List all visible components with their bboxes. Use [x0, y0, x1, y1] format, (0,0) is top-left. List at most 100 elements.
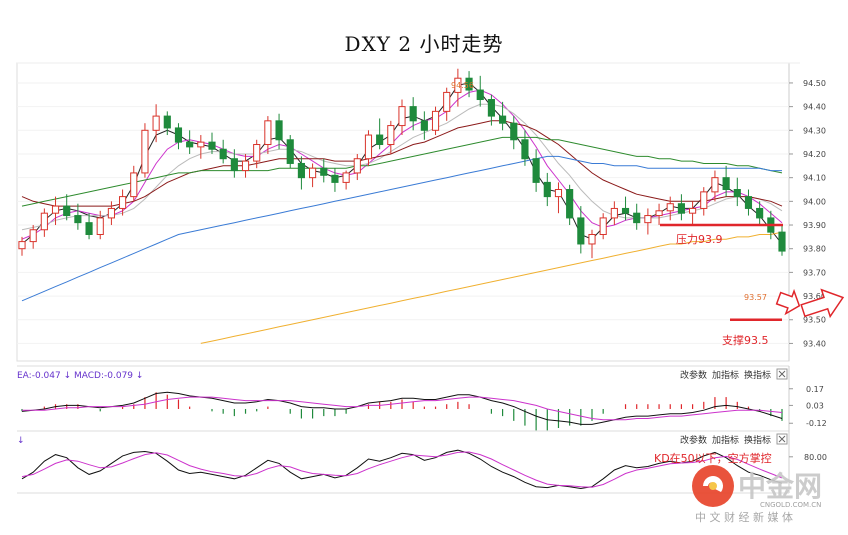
- candle-body-down: [230, 158, 238, 172]
- candle-body-down: [722, 177, 730, 191]
- candlestick: [85, 213, 93, 240]
- candle-body-down: [566, 189, 574, 219]
- candle-body-down: [331, 174, 339, 183]
- price-tick-label: 94.00: [803, 197, 826, 206]
- candle-body-up: [18, 241, 26, 250]
- kd-axis-ticks: 80.00: [789, 453, 827, 462]
- candle-body-down: [733, 189, 741, 198]
- candle-body-up: [342, 172, 350, 183]
- price-tick-label: 93.50: [803, 316, 826, 325]
- candlestick: [443, 87, 451, 121]
- candle-body-up: [197, 141, 205, 148]
- candle-body-up: [655, 210, 663, 217]
- candle-body-up: [119, 196, 127, 209]
- kd-switch-indicator-button[interactable]: 换指标: [744, 434, 771, 446]
- candlestick: [543, 172, 551, 207]
- close-icon[interactable]: [776, 368, 788, 380]
- candle-body-down: [543, 181, 551, 198]
- candle-body-down: [420, 120, 428, 131]
- candlestick: [219, 139, 227, 164]
- price-tick-label: 94.30: [803, 126, 826, 135]
- support-label: 支撑93.5: [722, 333, 769, 347]
- candlestick: [398, 99, 406, 136]
- candle-body-up: [152, 115, 160, 131]
- candle-body-down: [744, 196, 753, 209]
- candlestick: [633, 203, 641, 230]
- candle-body-up: [431, 110, 440, 131]
- kd-indicator-label: ↓: [17, 436, 25, 446]
- macd-axis-ticks: 0.17 0.03 -0.12: [789, 385, 827, 428]
- candle-body-up: [689, 207, 697, 214]
- macd-indicator-label: EA:-0.047 ↓ MACD:-0.079 ↓: [17, 371, 143, 381]
- candle-body-down: [510, 122, 518, 141]
- watermark-domain: CNGOLD.COM.CN: [760, 501, 821, 509]
- candlestick: [711, 170, 719, 202]
- moving-average-line: [21, 155, 782, 302]
- price-tick-label: 94.10: [803, 174, 826, 183]
- price-tick-label: 94.50: [803, 79, 826, 88]
- candlestick: [51, 196, 60, 226]
- candle-body-down: [85, 222, 93, 235]
- candle-body-up: [364, 134, 373, 160]
- kd-plot: [21, 449, 783, 490]
- candlestick: [566, 184, 574, 226]
- candle-body-down: [174, 127, 183, 143]
- high-price-label: 94.56: [451, 81, 474, 90]
- kd-close-icon[interactable]: [776, 433, 788, 445]
- change-params-button[interactable]: 改参数: [680, 369, 707, 381]
- candle-body-down: [756, 207, 764, 219]
- candle-body-down: [476, 89, 484, 101]
- candlestick: [286, 135, 294, 169]
- candlestick: [387, 120, 395, 154]
- candlesticks: [18, 68, 786, 259]
- price-tick-label: 93.70: [803, 268, 826, 277]
- candle-body-up: [141, 129, 149, 174]
- add-indicator-button[interactable]: 加指标: [712, 369, 739, 381]
- candle-body-down: [521, 139, 529, 160]
- candle-body-up: [40, 212, 48, 231]
- candlestick: [197, 135, 205, 159]
- candle-body-down: [186, 141, 194, 148]
- candlestick: [409, 97, 417, 131]
- chart-title: DXY 2 小时走势: [344, 32, 504, 56]
- candle-body-down: [499, 115, 507, 124]
- watermark-tagline: 中 文 财 经 新 媒 体: [695, 510, 793, 524]
- candlestick: [353, 153, 361, 181]
- candle-body-up: [29, 229, 37, 243]
- macd-dea-line: [22, 396, 783, 421]
- candlestick: [18, 236, 26, 256]
- support-annotation: 支撑93.5: [722, 318, 782, 347]
- candle-body-down: [63, 205, 71, 217]
- candle-body-down: [633, 212, 641, 224]
- kd-buttons[interactable]: 改参数 加指标 换指标: [680, 433, 788, 446]
- candle-body-down: [208, 141, 216, 150]
- macd-diff-line: [21, 391, 783, 425]
- cngold-logo-icon: [692, 465, 734, 507]
- kd-add-indicator-button[interactable]: 加指标: [712, 434, 739, 446]
- candle-body-up: [107, 207, 115, 219]
- candlestick: [666, 196, 674, 221]
- candlestick: [230, 149, 238, 178]
- candlestick: [510, 116, 518, 150]
- kd-change-params-button[interactable]: 改参数: [680, 434, 707, 446]
- candle-body-down: [286, 139, 294, 164]
- candle-body-up: [454, 77, 462, 93]
- candlestick: [588, 229, 596, 259]
- macd-tick-label: -0.12: [806, 419, 827, 428]
- candle-body-down: [409, 106, 417, 122]
- candle-body-up: [711, 177, 719, 193]
- candlestick: [465, 71, 473, 98]
- candlestick: [521, 130, 529, 166]
- candlestick: [756, 201, 764, 226]
- candlestick: [297, 156, 305, 190]
- candlestick: [174, 123, 183, 150]
- candle-body-down: [219, 148, 227, 160]
- candlestick: [63, 194, 71, 221]
- switch-indicator-button[interactable]: 换指标: [744, 369, 771, 381]
- candle-body-up: [644, 215, 652, 224]
- macd-buttons[interactable]: 改参数 加指标 换指标: [680, 368, 788, 381]
- candlestick: [74, 203, 82, 230]
- candle-body-down: [275, 120, 283, 141]
- kd-k-line: [21, 449, 783, 490]
- candle-body-down: [163, 115, 171, 129]
